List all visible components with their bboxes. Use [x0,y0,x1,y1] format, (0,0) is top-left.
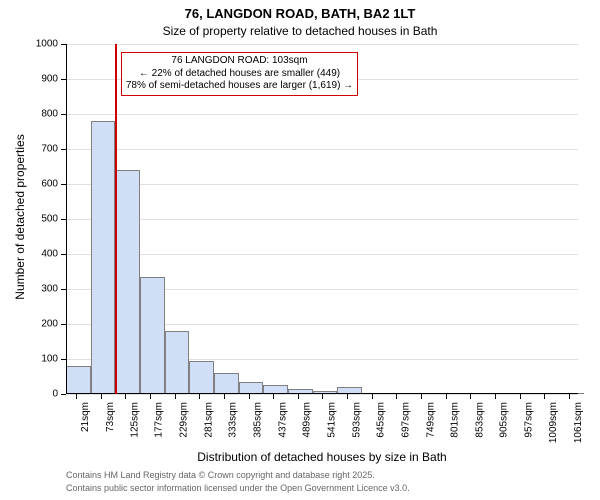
annotation-line-1: 76 LANGDON ROAD: 103sqm [126,55,353,68]
x-tick-label: 281sqm [203,402,214,438]
x-tick [347,394,348,399]
x-tick [470,394,471,399]
y-tick-label: 600 [41,179,58,190]
histogram-bar [66,366,91,394]
y-tick-label: 300 [41,284,58,295]
x-tick-label: 125sqm [129,402,140,438]
grid-line [66,44,578,45]
x-tick-label: 229sqm [179,402,190,438]
x-tick [76,394,77,399]
chart-subtitle: Size of property relative to detached ho… [0,24,600,38]
x-tick-label: 853sqm [474,402,485,438]
y-tick-label: 100 [41,354,58,365]
x-tick [298,394,299,399]
x-tick [446,394,447,399]
y-tick-label: 500 [41,214,58,225]
plot-area: 0100200300400500600700800900100021sqm73s… [66,44,578,394]
x-tick [569,394,570,399]
x-tick-label: 1061sqm [573,402,584,443]
histogram-bar [91,121,116,394]
y-axis-line [66,44,67,394]
histogram-bar [189,361,214,394]
x-tick [224,394,225,399]
x-tick [421,394,422,399]
grid-line [66,254,578,255]
x-tick-label: 905sqm [499,402,510,438]
chart-title: 76, LANGDON ROAD, BATH, BA2 1LT [0,6,600,21]
y-tick [61,394,66,395]
y-tick-label: 900 [41,74,58,85]
x-tick [544,394,545,399]
x-tick [396,394,397,399]
y-axis-label: Number of detached properties [13,67,27,367]
x-tick-label: 489sqm [302,402,313,438]
property-marker-line [115,44,117,394]
x-tick-label: 333sqm [228,402,239,438]
chart-container: { "title1": "76, LANGDON ROAD, BATH, BA2… [0,0,600,500]
histogram-bar [165,331,190,394]
x-tick-label: 385sqm [253,402,264,438]
x-tick [322,394,323,399]
x-tick-label: 437sqm [277,402,288,438]
y-tick-label: 700 [41,144,58,155]
x-tick-label: 593sqm [351,402,362,438]
x-tick [199,394,200,399]
footer-copyright-1: Contains HM Land Registry data © Crown c… [66,470,375,480]
x-tick [495,394,496,399]
x-tick-label: 801sqm [450,402,461,438]
x-tick [249,394,250,399]
grid-line [66,114,578,115]
y-tick-label: 0 [52,389,58,400]
x-axis-label: Distribution of detached houses by size … [66,450,578,464]
annotation-line-3: 78% of semi-detached houses are larger (… [126,80,353,93]
annotation-line-2: ← 22% of detached houses are smaller (44… [126,68,353,81]
y-tick-label: 800 [41,109,58,120]
x-tick [150,394,151,399]
y-tick-label: 400 [41,249,58,260]
x-tick [101,394,102,399]
x-tick [520,394,521,399]
x-tick-label: 645sqm [376,402,387,438]
x-tick [125,394,126,399]
x-tick-label: 957sqm [524,402,535,438]
grid-line [66,149,578,150]
grid-line [66,184,578,185]
x-tick-label: 749sqm [425,402,436,438]
x-tick-label: 73sqm [105,402,116,432]
x-tick [273,394,274,399]
histogram-bar [115,170,140,394]
y-tick-label: 200 [41,319,58,330]
annotation-box: 76 LANGDON ROAD: 103sqm← 22% of detached… [121,52,358,96]
footer-copyright-2: Contains public sector information licen… [66,483,410,493]
histogram-bar [140,277,165,394]
y-tick-label: 1000 [36,39,58,50]
x-tick-label: 1009sqm [548,402,559,443]
histogram-bar [214,373,239,394]
x-tick-label: 177sqm [154,402,165,438]
x-tick-label: 541sqm [326,402,337,438]
x-tick-label: 21sqm [80,402,91,432]
x-tick-label: 697sqm [400,402,411,438]
grid-line [66,219,578,220]
x-tick [175,394,176,399]
x-tick [372,394,373,399]
